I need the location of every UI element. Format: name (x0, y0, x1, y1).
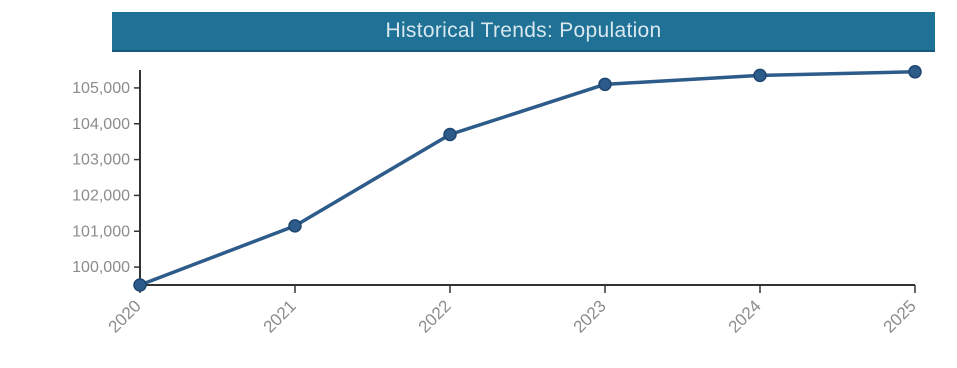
series-line (139, 70, 916, 287)
data-point (753, 68, 767, 83)
x-tick-label: 2021 (260, 296, 300, 336)
y-axis-ticks: 100,000 101,000 102,000 103,000 104,000 105,0… (72, 80, 140, 276)
x-tick-label: 2020 (105, 296, 145, 336)
y-tick-label: 100,000 (72, 259, 130, 276)
data-point (598, 77, 612, 92)
x-tick-label: 2025 (880, 296, 920, 336)
data-point (908, 65, 922, 79)
y-tick-label: 104,000 (72, 116, 130, 133)
series-group (133, 65, 922, 292)
data-point (288, 219, 302, 233)
y-tick-label: 105,000 (72, 80, 130, 97)
x-tick-label: 2024 (725, 296, 765, 336)
axes (139, 70, 915, 287)
data-point (133, 278, 147, 292)
x-tick-label: 2023 (570, 296, 610, 336)
x-axis-ticks: 2020 2021 2022 2023 2024 2025 (105, 285, 920, 337)
y-tick-label: 103,000 (72, 152, 130, 169)
y-tick-label: 102,000 (72, 187, 130, 204)
y-tick-label: 101,000 (72, 223, 130, 240)
data-point (443, 127, 457, 142)
x-tick-label: 2022 (415, 296, 455, 336)
chart-title: Historical Trends: Population (112, 12, 935, 52)
